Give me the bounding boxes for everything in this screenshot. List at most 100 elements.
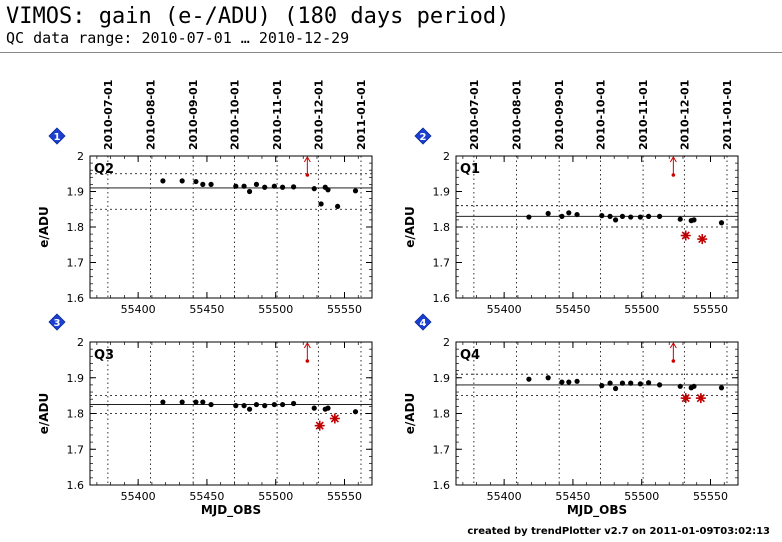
data-point — [253, 181, 260, 187]
data-point — [656, 382, 663, 388]
date-tick-label: 2010-09-01 — [553, 80, 566, 150]
outlier-core — [700, 236, 705, 242]
data-point — [607, 213, 613, 219]
footer-credit: created by trendPlotter v2.7 on 2011-01-… — [467, 526, 770, 537]
data-point — [677, 216, 683, 222]
data-point — [607, 380, 613, 386]
data-point — [208, 181, 214, 187]
data-point — [628, 214, 634, 220]
date-tick-label: 2011-01-01 — [355, 80, 368, 150]
x-tick-label: 55400 — [121, 303, 156, 316]
outlier-core — [683, 233, 688, 238]
x-tick-label: 55400 — [487, 303, 522, 316]
data-point — [677, 383, 683, 389]
data-point — [352, 409, 359, 415]
out-of-range-arrow — [669, 342, 677, 363]
date-tick-label: 2010-08-01 — [145, 80, 158, 150]
panel-label: Q1 — [460, 162, 480, 177]
data-point — [628, 380, 634, 386]
y-tick-label: 1.9 — [433, 372, 451, 385]
data-point — [574, 211, 580, 218]
outlier-point — [695, 393, 706, 404]
panel-label: Q4 — [460, 348, 480, 363]
x-tick-label: 55500 — [624, 490, 659, 503]
x-tick-label: 55500 — [258, 490, 293, 503]
data-point — [325, 405, 331, 411]
x-axis-label: MJD_OBS — [201, 503, 261, 518]
arrow-point — [671, 173, 676, 177]
data-point — [718, 220, 725, 226]
data-point — [262, 403, 268, 409]
y-tick-label: 1.7 — [67, 443, 85, 456]
date-tick-label: 2010-12-01 — [678, 80, 691, 150]
plot-frame — [89, 155, 373, 299]
y-tick-label: 2 — [77, 336, 84, 349]
data-point — [233, 403, 239, 409]
panel-number-badge: 2 — [414, 127, 432, 145]
x-tick-label: 55450 — [555, 490, 590, 503]
x-tick-label: 55500 — [258, 303, 293, 316]
x-tick-label: 55400 — [121, 490, 156, 503]
data-point — [179, 399, 185, 405]
x-tick-label: 55500 — [624, 303, 659, 316]
y-tick-label: 1.8 — [433, 221, 451, 234]
badge-diamond — [48, 313, 66, 331]
panel-number-badge: 4 — [414, 313, 432, 331]
y-tick-label: 1.9 — [67, 372, 85, 385]
out-of-range-arrow — [303, 156, 311, 177]
data-point — [545, 210, 551, 217]
y-tick-label: 1.6 — [433, 479, 451, 492]
data-point — [335, 203, 341, 210]
chart-panel-3: 1.6 1.7 1.8 1.9 2 55400 55450 55500 55550 e/ADU MJ… — [37, 313, 373, 518]
date-tick-label: 2010-07-01 — [102, 80, 115, 150]
data-point — [325, 187, 331, 193]
y-tick-label: 1.6 — [433, 292, 451, 305]
title-divider — [0, 52, 782, 53]
data-point — [279, 401, 286, 408]
date-tick-label: 2010-07-01 — [468, 80, 481, 150]
arrow-point — [305, 173, 310, 177]
data-point — [656, 213, 663, 219]
x-tick-label: 55400 — [487, 490, 522, 503]
data-point — [566, 379, 572, 385]
y-tick-label: 1.6 — [67, 479, 85, 492]
x-tick-label: 55550 — [327, 303, 362, 316]
data-point — [718, 385, 725, 391]
y-tick-label: 1.7 — [67, 257, 85, 270]
data-point — [352, 188, 359, 194]
panel-label: Q2 — [94, 162, 114, 177]
x-tick-label: 55550 — [693, 490, 728, 503]
y-tick-label: 1.9 — [67, 186, 85, 199]
data-point — [619, 213, 626, 219]
date-tick-label: 2010-08-01 — [511, 80, 524, 150]
badge-diamond — [414, 313, 432, 331]
arrow-head — [303, 342, 311, 349]
arrow-head — [303, 156, 311, 163]
panel-number-badge: 1 — [48, 127, 66, 145]
data-point — [160, 399, 166, 405]
data-point — [241, 183, 247, 189]
data-point — [193, 399, 199, 405]
data-point — [311, 186, 317, 192]
data-point — [599, 213, 605, 219]
date-tick-label: 2010-11-01 — [271, 80, 284, 150]
x-tick-label: 55550 — [327, 490, 362, 503]
x-tick-label: 55450 — [189, 303, 224, 316]
outlier-point — [680, 230, 691, 241]
data-point — [559, 213, 565, 219]
data-point — [290, 184, 297, 190]
outlier-core — [683, 395, 688, 401]
data-point — [566, 210, 572, 216]
y-tick-label: 1.8 — [67, 221, 85, 234]
y-tick-label: 2 — [443, 150, 450, 163]
date-tick-label: 2010-10-01 — [228, 80, 241, 150]
badge-number: 4 — [420, 318, 427, 329]
arrow-point — [305, 359, 310, 363]
data-point — [253, 401, 260, 408]
data-point — [599, 383, 605, 389]
data-point — [271, 401, 277, 408]
y-tick-label: 1.7 — [433, 257, 451, 270]
data-point — [691, 383, 697, 389]
outlier-core — [317, 423, 322, 428]
y-axis-label: e/ADU — [403, 393, 417, 435]
